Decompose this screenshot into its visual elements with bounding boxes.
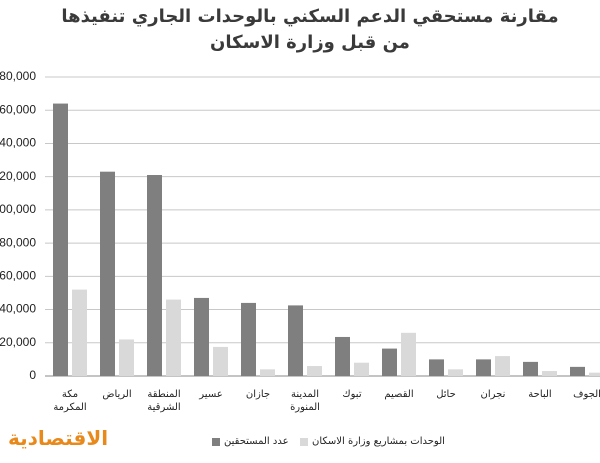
y-tick-label: 120,000 bbox=[0, 169, 36, 183]
x-tick-label: المنطقة الشرقية bbox=[147, 389, 181, 413]
bar bbox=[542, 371, 557, 376]
x-tick-label: نجران bbox=[480, 389, 506, 400]
bar bbox=[495, 356, 510, 376]
bar bbox=[354, 362, 369, 376]
bar bbox=[166, 299, 181, 376]
bar bbox=[448, 369, 463, 376]
bar bbox=[119, 339, 134, 376]
legend-item: الوحدات بمشاريع وزارة الاسكان bbox=[300, 436, 445, 447]
x-tick-label: عسير bbox=[199, 389, 223, 400]
y-tick-label: 140,000 bbox=[0, 136, 36, 150]
y-tick-label: 40,000 bbox=[0, 302, 36, 316]
bar bbox=[429, 359, 444, 376]
x-tick-label: مكة المكرمة bbox=[53, 389, 87, 413]
bar bbox=[288, 305, 303, 376]
legend-label: الوحدات بمشاريع وزارة الاسكان bbox=[312, 436, 445, 447]
logo: الاقتصادية bbox=[8, 426, 109, 450]
y-tick-label: 60,000 bbox=[0, 269, 36, 283]
bar bbox=[401, 332, 416, 376]
bar bbox=[260, 369, 275, 376]
legend-item: عدد المستحقين bbox=[212, 436, 289, 447]
bar bbox=[335, 336, 350, 376]
x-tick-label: الجوف bbox=[573, 389, 600, 400]
y-tick-label: 80,000 bbox=[0, 235, 36, 249]
y-tick-label: 100,000 bbox=[0, 202, 36, 216]
bar bbox=[100, 171, 115, 376]
bar bbox=[147, 175, 162, 376]
bar bbox=[194, 297, 209, 376]
legend-label: عدد المستحقين bbox=[224, 436, 289, 447]
bar bbox=[307, 366, 322, 376]
legend-swatch bbox=[212, 437, 220, 446]
x-tick-label: حائل bbox=[436, 389, 456, 400]
legend-swatch bbox=[300, 437, 308, 446]
x-tick-label: الرياض bbox=[102, 389, 132, 400]
bar bbox=[382, 348, 397, 376]
x-tick-label: جازان bbox=[245, 389, 271, 400]
bar bbox=[213, 346, 228, 376]
bar bbox=[72, 289, 87, 376]
chart-title: مقارنة مستحقي الدعم السكني بالوحدات الجا… bbox=[61, 6, 559, 53]
y-tick-label: 20,000 bbox=[0, 335, 36, 349]
y-tick-label: 0 bbox=[29, 368, 36, 382]
y-tick-label: 180,000 bbox=[0, 69, 36, 83]
bar bbox=[476, 359, 491, 376]
bar bbox=[241, 302, 256, 376]
y-tick-label: 160,000 bbox=[0, 102, 36, 116]
x-tick-label: المدينة المنورة bbox=[290, 389, 320, 413]
bar bbox=[589, 372, 600, 376]
x-tick-label: القصيم bbox=[384, 389, 414, 400]
x-tick-label: تبوك bbox=[342, 389, 362, 400]
bar bbox=[523, 361, 538, 376]
bar bbox=[53, 103, 68, 377]
x-tick-label: الباحة bbox=[528, 389, 552, 400]
bar bbox=[570, 366, 585, 376]
